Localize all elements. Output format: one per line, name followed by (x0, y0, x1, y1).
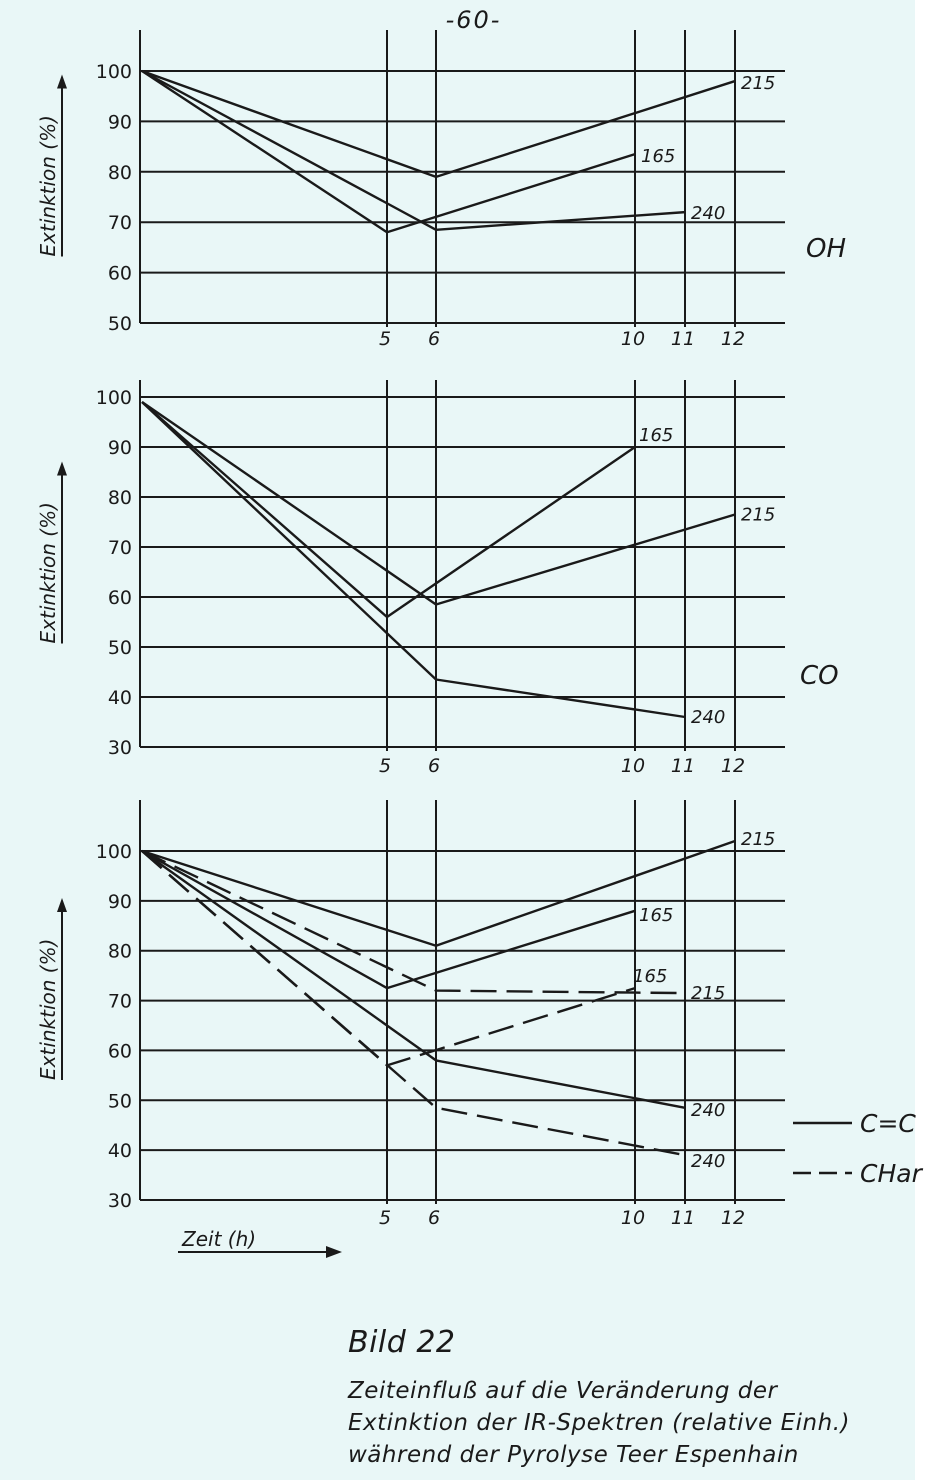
series-line-240 (141, 69, 686, 231)
series-line-240-dashed (141, 850, 686, 1157)
x-tick-label: 10 (621, 755, 645, 777)
panel-label: OH (806, 234, 846, 264)
y-tick-label: 40 (108, 687, 132, 709)
x-tick-label: 6 (428, 1207, 440, 1229)
series-end-label: 165 (639, 425, 673, 446)
series-line-165-dashed (141, 850, 636, 1067)
x-axis-arrow-head (326, 1246, 342, 1258)
series-end-label: 215 (741, 505, 775, 526)
y-tick-label: 50 (108, 1090, 132, 1112)
caption-line-1: Zeiteinfluß auf die Veränderung der (348, 1378, 778, 1404)
y-tick-label: 70 (108, 991, 132, 1013)
y-tick-label: 70 (108, 212, 132, 234)
series-line-240 (141, 401, 686, 719)
y-tick-label: 80 (108, 941, 132, 963)
y-tick-label: 60 (108, 1040, 132, 1062)
y-axis-label: Extinktion (%) (36, 502, 60, 643)
series-end-label: 165 (633, 966, 667, 987)
chart-panel-2: 30 40 50 60 70 80 90 100 5 6 10 11 12 Extinktion (%) 1… (36, 380, 839, 777)
x-tick-label: 11 (671, 755, 695, 777)
y-axis-label: Extinktion (%) (36, 939, 60, 1080)
series-end-label: 240 (691, 1151, 725, 1172)
figure-label: Bild 22 (348, 1325, 456, 1360)
series-end-label: 165 (639, 905, 673, 926)
y-tick-label: 30 (108, 1190, 132, 1212)
x-tick-label: 12 (721, 1207, 745, 1229)
series-end-label: 215 (741, 73, 775, 94)
x-tick-label: 5 (379, 328, 391, 350)
y-tick-label: 60 (108, 587, 132, 609)
x-tick-label: 10 (621, 1207, 645, 1229)
x-tick-label: 11 (671, 1207, 695, 1229)
series-end-label: 215 (691, 983, 725, 1004)
chart-panel-1: 50 60 70 80 90 100 5 6 10 11 12 Extinktion (%) 215 16… (36, 30, 846, 350)
panel-label: CO (800, 661, 839, 691)
y-tick-label: 100 (96, 387, 132, 409)
y-tick-label: 60 (108, 263, 132, 285)
series-end-label: 165 (641, 146, 675, 167)
series-end-label: 240 (691, 1100, 725, 1121)
y-tick-label: 80 (108, 487, 132, 509)
y-tick-label: 90 (108, 891, 132, 913)
series-end-label: 215 (741, 829, 775, 850)
series-line-240 (141, 850, 686, 1109)
page-number: -60- (445, 6, 502, 34)
series-end-label: 240 (691, 707, 725, 728)
y-tick-label: 30 (108, 737, 132, 759)
series-line-165 (141, 849, 636, 990)
caption-line-3: während der Pyrolyse Teer Espenhain (348, 1442, 799, 1468)
x-tick-label: 6 (428, 328, 440, 350)
x-tick-label: 10 (621, 328, 645, 350)
chart-panel-3: 30 40 50 60 70 80 90 100 5 6 10 11 12 Extinktion (%) 2… (36, 800, 924, 1258)
x-tick-label: 12 (721, 755, 745, 777)
series-line-215 (141, 69, 736, 179)
scan-margin (915, 0, 947, 1480)
series-end-label: 240 (691, 203, 725, 224)
legend-label: CHar (860, 1159, 924, 1188)
series-line-165 (141, 69, 636, 234)
x-tick-label: 5 (379, 755, 391, 777)
y-tick-label: 40 (108, 1140, 132, 1162)
y-axis-label: Extinktion (%) (36, 115, 60, 256)
y-tick-label: 50 (108, 637, 132, 659)
y-tick-label: 50 (108, 313, 132, 335)
y-axis-arrow-head (57, 74, 67, 89)
series-line-215-dashed (141, 849, 686, 995)
y-tick-label: 90 (108, 111, 132, 133)
x-tick-label: 12 (721, 328, 745, 350)
y-tick-label: 70 (108, 537, 132, 559)
legend-label: C=C (860, 1109, 916, 1138)
y-tick-label: 100 (96, 841, 132, 863)
y-tick-label: 80 (108, 162, 132, 184)
series-line-215 (141, 839, 736, 947)
y-axis-arrow-head (57, 461, 67, 476)
x-tick-label: 5 (379, 1207, 391, 1229)
x-axis-label: Zeit (h) (181, 1227, 256, 1251)
x-tick-label: 11 (671, 328, 695, 350)
series-line-165 (141, 401, 636, 619)
y-tick-label: 100 (96, 61, 132, 83)
series-line-215 (141, 401, 736, 606)
y-axis-arrow-head (57, 898, 67, 912)
caption-line-2: Extinktion der IR-Spektren (relative Ein… (348, 1410, 850, 1436)
x-tick-label: 6 (428, 755, 440, 777)
y-tick-label: 90 (108, 437, 132, 459)
